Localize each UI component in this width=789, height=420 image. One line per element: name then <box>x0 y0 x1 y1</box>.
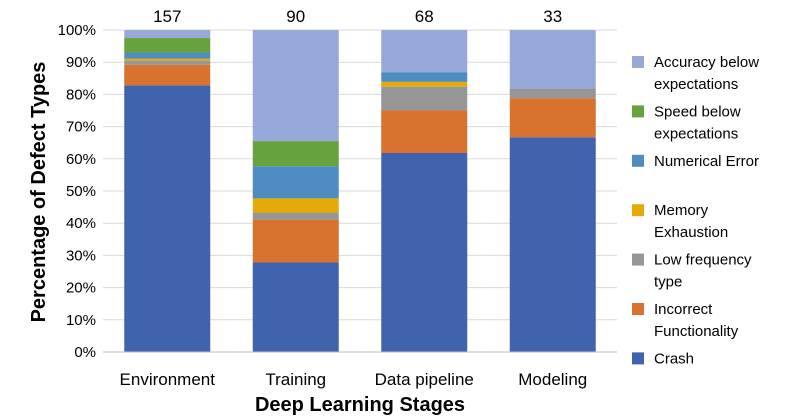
y-axis-label: Percentage of Defect Types <box>28 62 50 323</box>
bar-total-label: 157 <box>153 7 181 26</box>
legend-swatch <box>632 253 644 266</box>
bar-segment-incorrect-functionality-environment <box>124 64 211 86</box>
bar-segment-incorrect-functionality-modeling <box>509 98 596 138</box>
bar-segment-low-frequency-type-training <box>252 212 339 220</box>
y-tick-label: 10% <box>66 312 96 329</box>
y-tick-label: 50% <box>66 183 96 200</box>
x-axis-ticks: Environment Training Data pipeline Modeling <box>120 370 588 389</box>
legend-swatch <box>632 303 644 315</box>
legend-swatch <box>632 352 644 365</box>
bar-segment-accuracy-below-expectations-data-pipeline <box>381 30 468 73</box>
legend-label: expectations <box>654 125 738 142</box>
bar-segment-memory-exhaustion-data-pipeline <box>381 81 468 87</box>
legend-item-low-frequency-type: Low frequency type <box>632 252 752 291</box>
bar-segment-numerical-error-data-pipeline <box>381 72 468 82</box>
y-axis-ticks: 0% 10% 20% 30% 40% 50% 60% 70% 80% 90% 100% <box>58 22 96 361</box>
bar-segment-accuracy-below-expectations-modeling <box>509 30 596 89</box>
bar-total-label: 33 <box>543 7 562 26</box>
legend-item-memory-exhaustion: Memory Exhaustion <box>632 202 728 241</box>
x-tick-label: Training <box>265 370 326 389</box>
legend: Accuracy below expectations Speed below exp… <box>632 54 759 367</box>
bar-segment-crash-modeling <box>509 137 596 352</box>
legend-label: Functionality <box>654 323 739 340</box>
bar-segment-speed-below-expectations-training <box>252 141 339 167</box>
x-axis-label: Deep Learning Stages <box>255 394 465 416</box>
bar-segment-memory-exhaustion-training <box>252 198 339 213</box>
y-tick-label: 40% <box>66 215 96 232</box>
legend-label: expectations <box>654 76 738 93</box>
y-tick-label: 70% <box>66 119 96 136</box>
legend-label: Crash <box>654 350 694 367</box>
legend-item-accuracy-below-expectations: Accuracy below expectations <box>632 54 759 93</box>
legend-label: Accuracy below <box>654 54 759 71</box>
bar-segment-incorrect-functionality-data-pipeline <box>381 110 468 154</box>
x-tick-label: Modeling <box>518 370 587 389</box>
legend-label: Low frequency <box>654 252 752 269</box>
bar-segment-low-frequency-type-data-pipeline <box>381 86 468 111</box>
y-tick-label: 30% <box>66 247 96 264</box>
legend-swatch <box>632 204 644 217</box>
bar-total-label: 68 <box>415 7 434 26</box>
bar-segment-crash-environment <box>124 85 211 352</box>
bar-total-labels: 157 90 68 33 <box>153 7 562 26</box>
bar-segment-accuracy-below-expectations-training <box>252 30 339 142</box>
x-tick-label: Data pipeline <box>375 370 474 389</box>
legend-swatch <box>632 105 644 118</box>
bar-segment-crash-data-pipeline <box>381 153 468 352</box>
bar-segment-low-frequency-type-modeling <box>509 88 596 99</box>
y-tick-label: 100% <box>58 22 96 39</box>
legend-item-incorrect-functionality: Incorrect Functionality <box>632 301 739 340</box>
bar-segment-numerical-error-environment <box>124 52 211 59</box>
y-tick-label: 60% <box>66 151 96 168</box>
legend-swatch <box>632 154 644 167</box>
y-tick-label: 20% <box>66 280 96 297</box>
legend-label: Memory <box>654 202 709 219</box>
legend-label: type <box>654 274 682 291</box>
legend-label: Exhaustion <box>654 224 728 241</box>
bar-total-label: 90 <box>286 7 305 26</box>
legend-label: Incorrect <box>654 301 713 318</box>
bar-segment-speed-below-expectations-environment <box>124 38 211 53</box>
bar-segment-numerical-error-training <box>252 166 339 199</box>
bar-segment-incorrect-functionality-training <box>252 219 339 263</box>
bar-segment-low-frequency-type-environment <box>124 60 211 65</box>
bar-segment-accuracy-below-expectations-environment <box>124 30 211 39</box>
legend-item-crash: Crash <box>632 350 694 367</box>
x-tick-label: Environment <box>120 370 216 389</box>
legend-item-numerical-error: Numerical Error <box>632 153 759 170</box>
bars <box>124 30 596 352</box>
legend-swatch <box>632 56 644 68</box>
legend-item-speed-below-expectations: Speed below expectations <box>632 103 741 142</box>
bar-segment-memory-exhaustion-environment <box>124 58 211 61</box>
legend-label: Speed below <box>654 103 741 120</box>
y-tick-label: 80% <box>66 86 96 103</box>
y-tick-label: 0% <box>74 344 96 361</box>
bar-segment-crash-training <box>252 262 339 352</box>
y-tick-label: 90% <box>66 54 96 71</box>
legend-label: Numerical Error <box>654 153 759 170</box>
